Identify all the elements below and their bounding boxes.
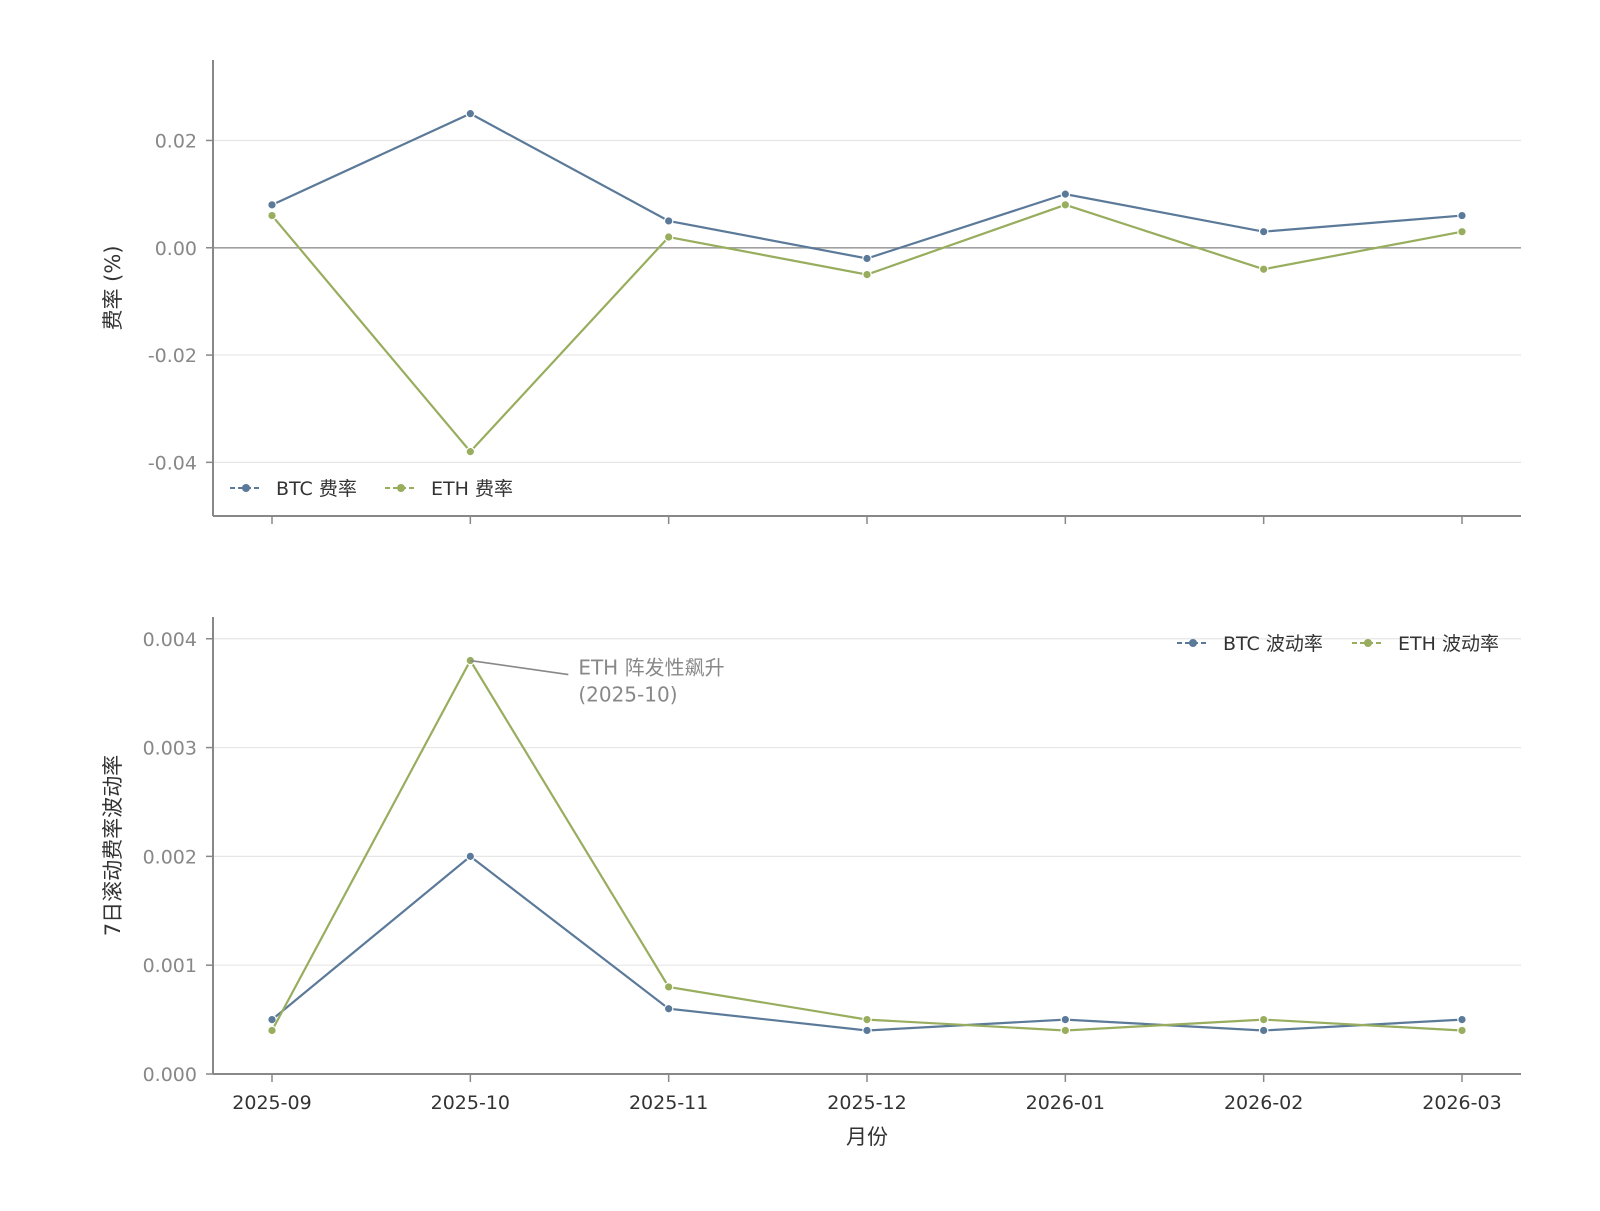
data-point <box>862 269 872 280</box>
annotation-text: (2025-10) <box>578 683 677 707</box>
y-tick-label: 0.00 <box>155 238 197 260</box>
data-point <box>1457 226 1467 237</box>
funding-rate-panel: 0.02 0.00 -0.02 -0.04 费率 (%) BTC 费率 ETH 费率 <box>101 60 1521 524</box>
series-line-2 <box>271 658 1463 1032</box>
data-point <box>267 200 277 210</box>
data-point <box>663 982 674 992</box>
annotation-text: ETH 阵发性飙升 <box>578 656 724 680</box>
legend-marker <box>397 484 405 492</box>
series-line-1 <box>271 112 1463 260</box>
data-point <box>862 1025 872 1036</box>
legend-label: ETH 费率 <box>431 478 513 500</box>
data-point <box>1457 1025 1467 1036</box>
data-point <box>862 1014 872 1025</box>
y-tick-label: 0.004 <box>143 629 197 651</box>
data-point <box>465 446 476 457</box>
data-point <box>1457 1014 1467 1025</box>
x-tick-label: 2026-01 <box>1026 1092 1105 1114</box>
y-tick-label: 0.003 <box>143 738 197 760</box>
annotation-arrow <box>470 659 569 676</box>
legend-item: ETH 波动率 <box>1352 633 1499 655</box>
data-point <box>862 253 872 264</box>
volatility-panel: 0.000 0.001 0.002 0.003 0.004 2025-09 2025-10 2… <box>101 617 1521 1149</box>
data-point <box>1060 1014 1071 1025</box>
y-tick-label: -0.02 <box>148 345 197 367</box>
data-point <box>1258 1014 1269 1025</box>
data-point <box>1060 1025 1071 1036</box>
data-point <box>1457 210 1467 221</box>
data-point <box>267 1014 277 1025</box>
x-tick-label: 2025-09 <box>232 1092 311 1114</box>
legend: BTC 波动率 ETH 波动率 <box>1177 633 1499 655</box>
data-point <box>465 108 476 119</box>
y-tick-label: 0.001 <box>143 955 197 977</box>
x-axis-title: 月份 <box>846 1125 888 1149</box>
data-point <box>663 216 674 226</box>
legend-label: BTC 波动率 <box>1223 633 1323 655</box>
data-point <box>663 1003 674 1014</box>
series-line-1 <box>271 854 1463 1032</box>
legend-marker <box>1189 639 1197 647</box>
legend-label: BTC 费率 <box>276 478 357 500</box>
y-tick-label: 0.02 <box>155 130 197 152</box>
data-point <box>267 1025 277 1036</box>
data-point <box>1060 200 1071 210</box>
x-tick-label: 2026-02 <box>1224 1092 1303 1114</box>
x-tick-label: 2025-11 <box>629 1092 708 1114</box>
legend-label: ETH 波动率 <box>1398 633 1499 655</box>
y-tick-label: 0.000 <box>143 1064 197 1086</box>
data-point <box>663 232 674 242</box>
data-point <box>1258 1025 1269 1036</box>
y-tick-label: -0.04 <box>148 452 197 474</box>
legend-marker <box>242 484 250 492</box>
series-line-2 <box>271 203 1463 454</box>
legend-item: ETH 费率 <box>385 478 513 500</box>
legend-item: BTC 波动率 <box>1177 633 1323 655</box>
data-point <box>1060 189 1071 199</box>
x-tick-label: 2025-12 <box>827 1092 906 1114</box>
x-tick-label: 2025-10 <box>431 1092 510 1114</box>
data-point <box>465 851 476 862</box>
data-point <box>1258 226 1269 237</box>
y-axis-title: 7日滚动费率波动率 <box>101 755 125 936</box>
legend-item: BTC 费率 <box>230 478 357 500</box>
y-tick-label: 0.002 <box>143 846 197 868</box>
data-point <box>1258 264 1269 275</box>
legend-marker <box>1364 639 1372 647</box>
x-tick-label: 2026-03 <box>1422 1092 1501 1114</box>
legend: BTC 费率 ETH 费率 <box>230 478 513 500</box>
data-point <box>267 210 277 221</box>
y-axis-title: 费率 (%) <box>101 245 125 330</box>
